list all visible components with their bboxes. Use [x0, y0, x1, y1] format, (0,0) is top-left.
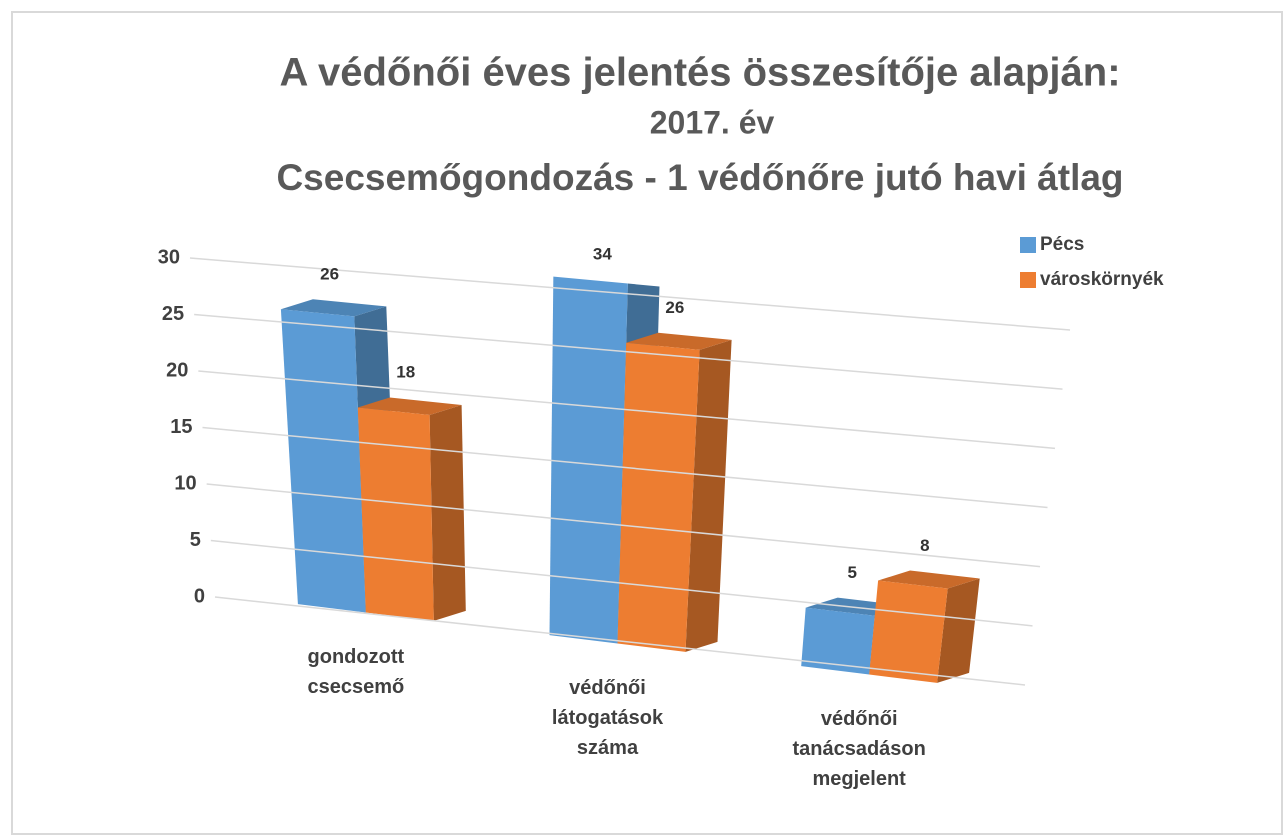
data-label: 26 [320, 264, 339, 283]
data-label: 5 [847, 563, 856, 582]
x-tick-label: száma [577, 737, 639, 759]
x-tick-label: védőnői [569, 677, 646, 699]
bar-front [801, 607, 875, 675]
x-tick-label: látogatások [552, 707, 664, 729]
y-tick-label: 20 [166, 359, 188, 381]
grid-line [202, 426, 1048, 509]
data-label: 34 [593, 245, 612, 264]
legend-label: városkörnyék [1040, 269, 1164, 290]
bar-top [878, 570, 980, 589]
bar-side [937, 578, 980, 683]
legend-label: Pécs [1040, 234, 1084, 255]
legend-swatch [1020, 237, 1036, 253]
bar [869, 570, 980, 683]
data-label: 18 [396, 363, 415, 382]
data-label: 26 [665, 298, 684, 317]
grid-line [214, 596, 1026, 686]
bar-front [549, 243, 629, 644]
data-label: 8 [920, 536, 929, 555]
chart-title: A védőnői éves jelentés összesítője alap… [279, 51, 1120, 95]
x-tick-label: megjelent [812, 768, 906, 790]
y-tick-label: 25 [162, 303, 184, 325]
y-tick-label: 5 [190, 529, 201, 551]
y-tick-label: 30 [158, 246, 180, 268]
x-tick-label: tanácsadáson [792, 738, 925, 760]
chart-title: 2017. év [650, 104, 775, 140]
y-tick-label: 0 [194, 585, 205, 607]
bar-front [357, 407, 434, 621]
bar-top [280, 299, 387, 317]
legend-swatch [1020, 272, 1036, 288]
y-tick-label: 10 [174, 472, 196, 494]
grid-line [210, 539, 1033, 627]
x-tick-label: gondozott [308, 646, 405, 668]
x-tick-label: védőnői [821, 708, 898, 730]
grid-line [198, 370, 1056, 450]
bar-top [357, 397, 462, 415]
grid-line [206, 483, 1041, 568]
bar-top [626, 332, 732, 350]
y-tick-label: 15 [170, 416, 192, 438]
bar-front [280, 309, 366, 613]
bar-front [869, 580, 948, 683]
bar-side [429, 405, 466, 621]
x-tick-label: csecsemő [307, 676, 404, 698]
bar [357, 397, 466, 621]
bar [617, 332, 732, 652]
bar-front [617, 342, 700, 652]
grid-line [194, 313, 1063, 390]
grid-line [189, 257, 1071, 331]
chart-title: Csecsemőgondozás - 1 védőnőre jutó havi … [276, 157, 1123, 198]
plot-area [280, 233, 980, 683]
